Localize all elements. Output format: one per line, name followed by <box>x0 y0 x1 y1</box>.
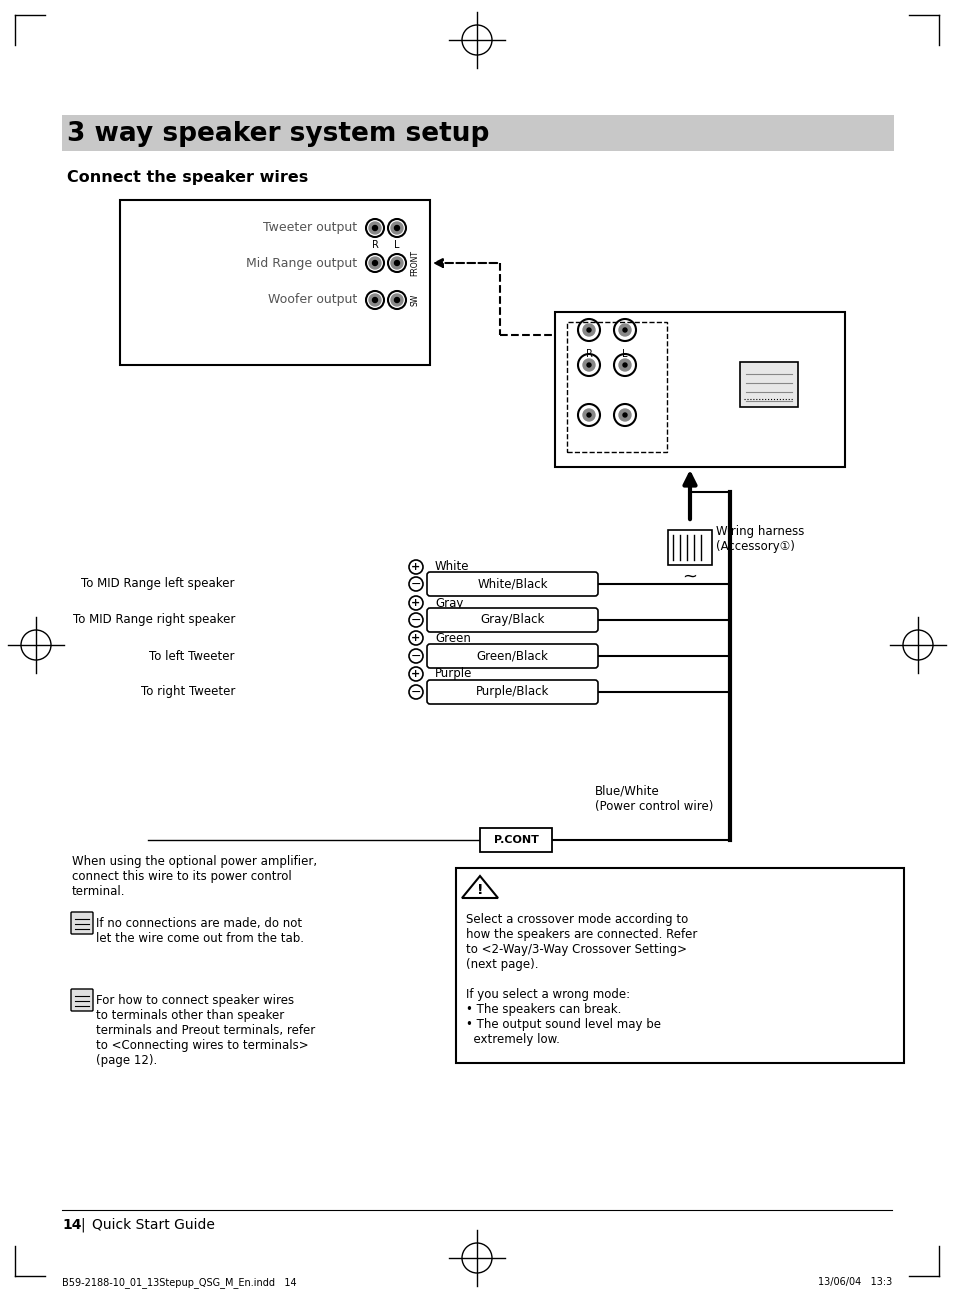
FancyBboxPatch shape <box>427 680 598 704</box>
Bar <box>62 115 893 151</box>
Text: Select a crossover mode according to
how the speakers are connected. Refer
to <2: Select a crossover mode according to how… <box>465 913 697 1046</box>
Text: 3 way speaker system setup: 3 way speaker system setup <box>67 121 489 147</box>
Text: If no connections are made, do not
let the wire come out from the tab.: If no connections are made, do not let t… <box>96 917 304 945</box>
Circle shape <box>582 359 595 371</box>
Bar <box>667 531 711 565</box>
Text: Purple: Purple <box>435 667 472 680</box>
Text: 13/06/04   13:3: 13/06/04 13:3 <box>817 1277 891 1287</box>
Text: When using the optional power amplifier,
connect this wire to its power control
: When using the optional power amplifier,… <box>71 855 316 899</box>
Text: P.CONT: P.CONT <box>493 835 537 846</box>
Polygon shape <box>461 877 497 899</box>
Circle shape <box>622 363 626 367</box>
Circle shape <box>372 297 377 302</box>
Text: To left Tweeter: To left Tweeter <box>150 649 234 662</box>
Circle shape <box>391 294 402 306</box>
Circle shape <box>586 328 590 332</box>
Text: +: + <box>411 669 420 679</box>
Text: Gray/Black: Gray/Black <box>479 613 544 626</box>
Circle shape <box>391 257 402 269</box>
Circle shape <box>618 409 630 421</box>
Text: B59-2188-10_01_13Stepup_QSG_M_En.indd   14: B59-2188-10_01_13Stepup_QSG_M_En.indd 14 <box>62 1277 296 1288</box>
Bar <box>456 868 903 1062</box>
Circle shape <box>395 297 399 302</box>
Bar <box>740 361 797 407</box>
Text: +: + <box>411 562 420 572</box>
Circle shape <box>372 226 377 231</box>
Text: To MID Range right speaker: To MID Range right speaker <box>72 613 234 626</box>
Circle shape <box>622 328 626 332</box>
Text: !: ! <box>476 883 483 897</box>
FancyBboxPatch shape <box>427 608 598 633</box>
Text: Connect the speaker wires: Connect the speaker wires <box>67 170 308 185</box>
Text: Mid Range output: Mid Range output <box>246 257 356 270</box>
Circle shape <box>586 363 590 367</box>
Text: SW: SW <box>410 294 419 306</box>
Circle shape <box>395 261 399 266</box>
Text: R: R <box>585 349 592 359</box>
Text: For how to connect speaker wires
to terminals other than speaker
terminals and P: For how to connect speaker wires to term… <box>96 994 314 1066</box>
Text: To right Tweeter: To right Tweeter <box>140 686 234 698</box>
Text: ~: ~ <box>681 568 697 586</box>
Circle shape <box>369 294 380 306</box>
Text: Blue/White
(Power control wire): Blue/White (Power control wire) <box>595 785 713 813</box>
Text: L: L <box>621 349 627 359</box>
Text: FRONT: FRONT <box>410 250 419 276</box>
Text: White/Black: White/Black <box>476 577 547 590</box>
Text: +: + <box>411 633 420 643</box>
Text: Wiring harness
(Accessory①): Wiring harness (Accessory①) <box>716 525 803 553</box>
Circle shape <box>618 324 630 336</box>
Text: −: − <box>411 577 421 590</box>
Text: −: − <box>411 686 421 698</box>
Circle shape <box>582 409 595 421</box>
Circle shape <box>372 261 377 266</box>
Text: −: − <box>411 649 421 662</box>
Text: +: + <box>411 598 420 608</box>
Text: White: White <box>435 560 469 573</box>
Text: R: R <box>371 240 378 250</box>
Circle shape <box>369 257 380 269</box>
Bar <box>555 312 844 467</box>
Text: Quick Start Guide: Quick Start Guide <box>91 1217 214 1232</box>
Circle shape <box>391 222 402 234</box>
Text: Purple/Black: Purple/Black <box>476 686 549 698</box>
Bar <box>566 321 666 452</box>
Text: Tweeter output: Tweeter output <box>263 222 356 235</box>
Text: Woofer output: Woofer output <box>268 293 356 306</box>
Text: Gray: Gray <box>435 596 463 609</box>
Circle shape <box>369 222 380 234</box>
FancyBboxPatch shape <box>427 644 598 667</box>
Text: |: | <box>80 1217 85 1233</box>
FancyBboxPatch shape <box>479 828 552 852</box>
FancyBboxPatch shape <box>71 989 92 1011</box>
Circle shape <box>586 413 590 417</box>
Circle shape <box>395 226 399 231</box>
Text: L: L <box>394 240 399 250</box>
FancyBboxPatch shape <box>427 572 598 596</box>
Bar <box>120 200 430 365</box>
Text: Green/Black: Green/Black <box>476 649 548 662</box>
FancyBboxPatch shape <box>71 911 92 933</box>
Text: To MID Range left speaker: To MID Range left speaker <box>81 577 234 590</box>
Text: Green: Green <box>435 631 471 644</box>
Circle shape <box>582 324 595 336</box>
Circle shape <box>618 359 630 371</box>
Text: −: − <box>411 613 421 626</box>
Circle shape <box>622 413 626 417</box>
Text: 14: 14 <box>62 1217 81 1232</box>
